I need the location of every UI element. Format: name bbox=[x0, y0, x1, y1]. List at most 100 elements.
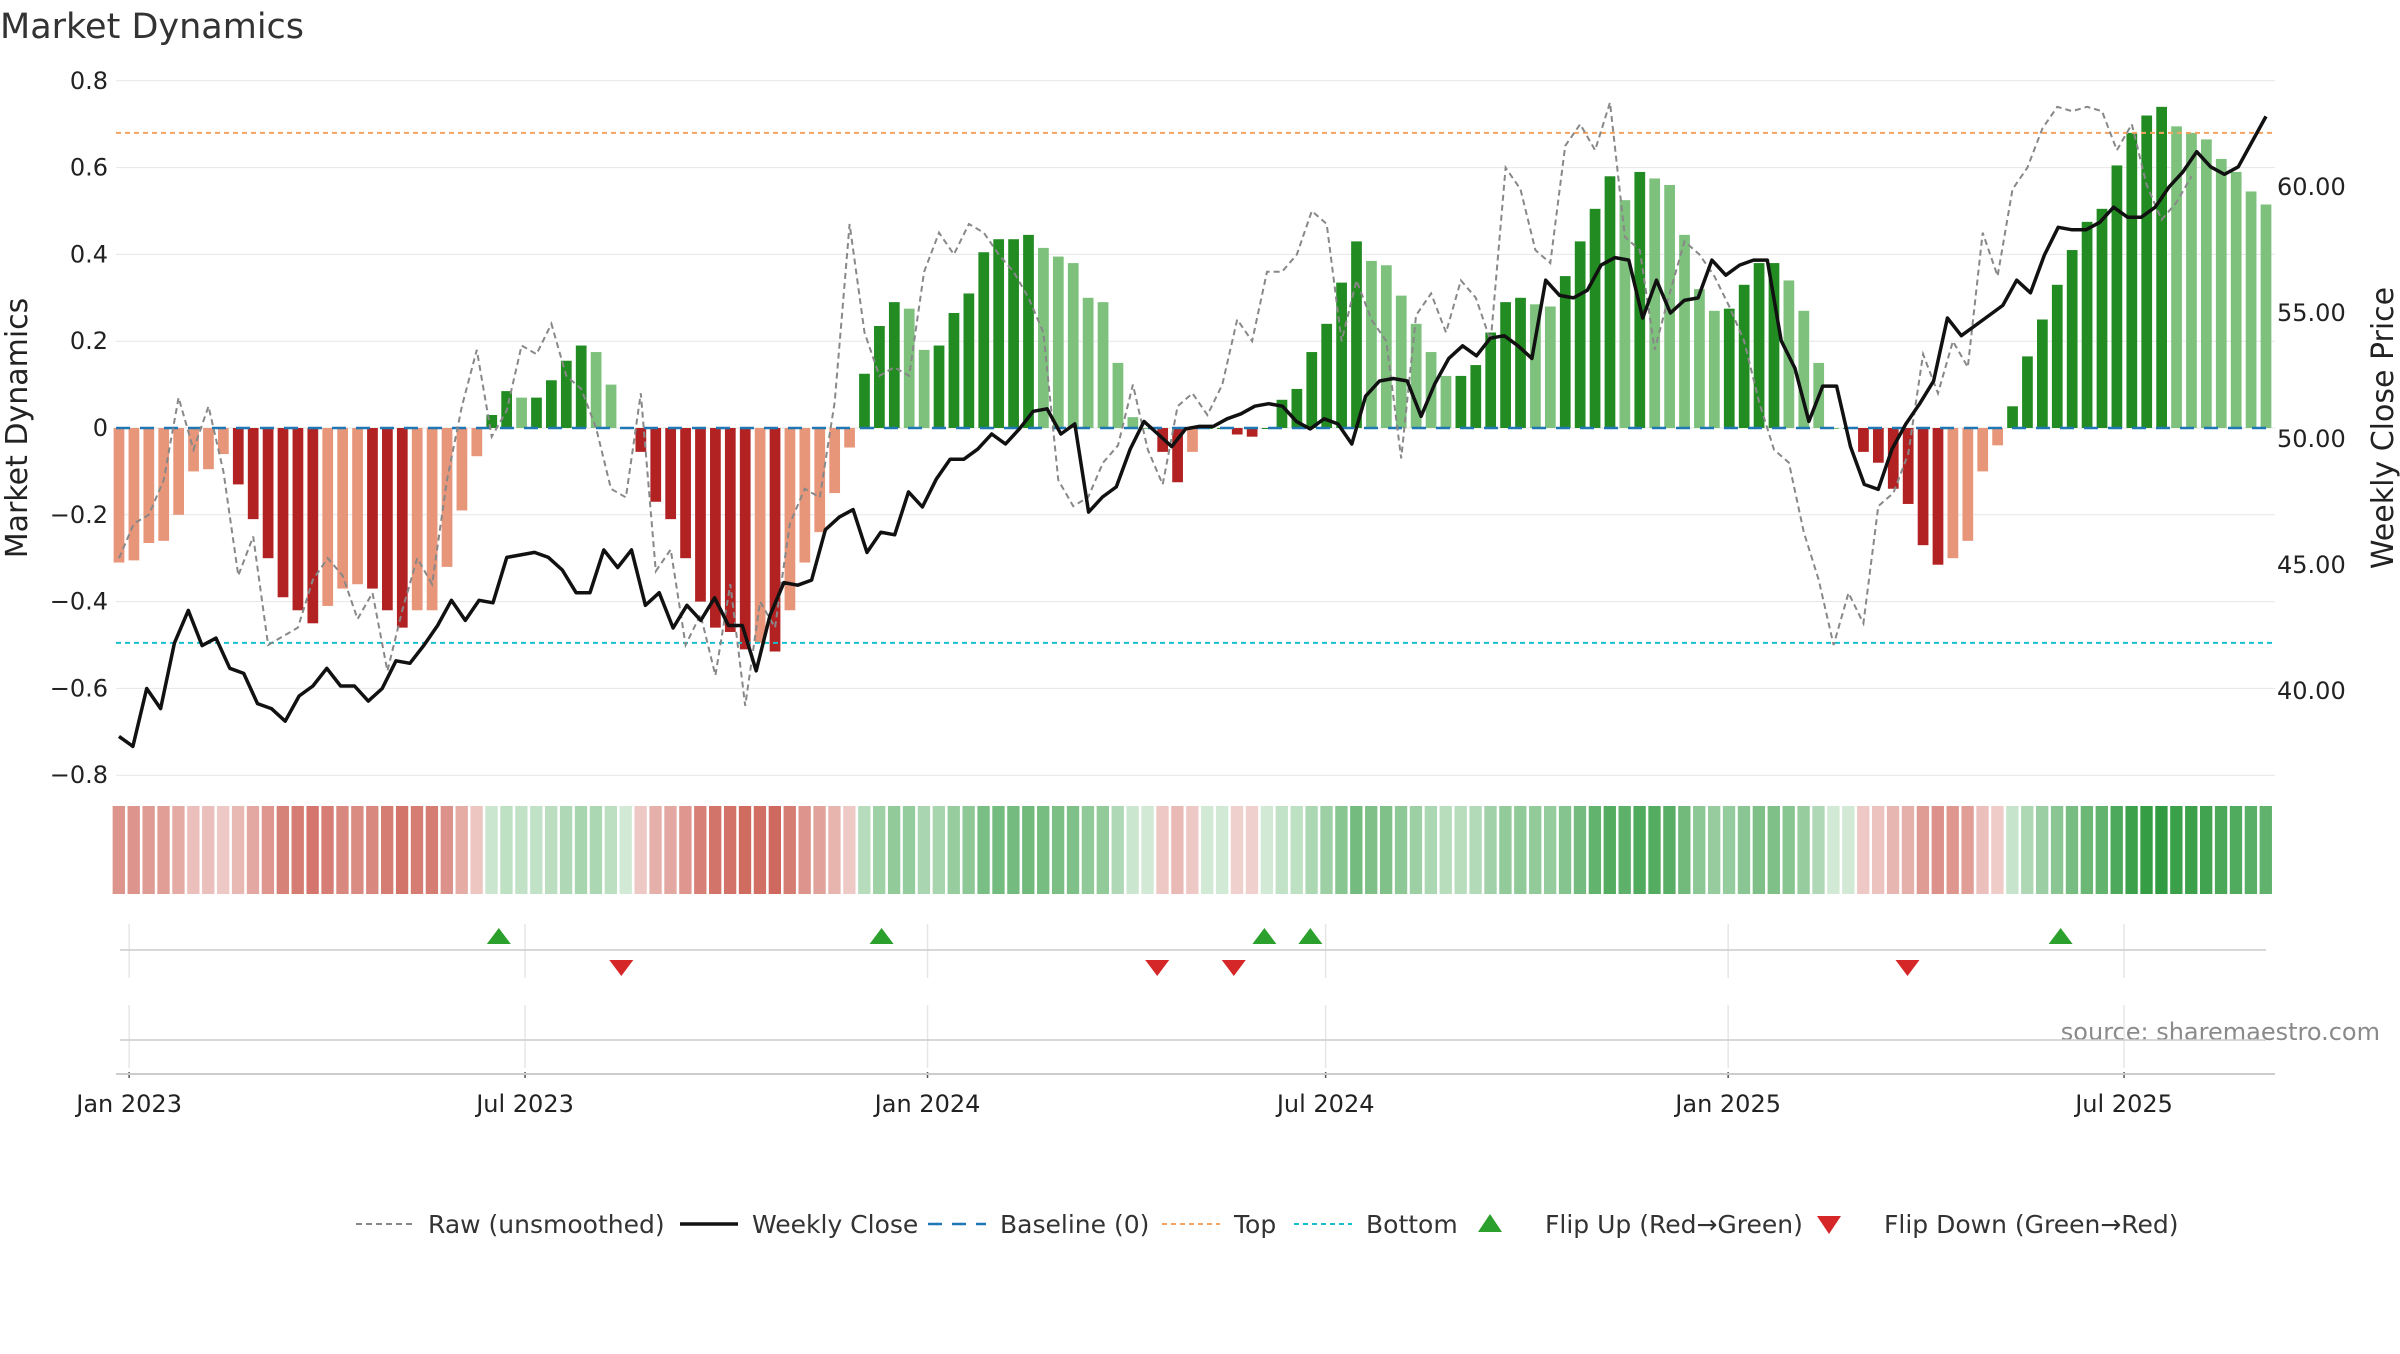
dynamics-bar bbox=[173, 428, 185, 515]
weekly-close-line bbox=[117, 115, 2268, 749]
dynamics-bar bbox=[710, 428, 721, 628]
strip-cell bbox=[902, 806, 916, 894]
dynamics-bar bbox=[1023, 234, 1034, 428]
legend-label: Raw (unsmoothed) bbox=[428, 1210, 665, 1239]
strip-cell bbox=[1365, 806, 1378, 894]
y-tick-left-label: −0.4 bbox=[50, 588, 108, 616]
dynamics-bar bbox=[1872, 428, 1884, 463]
dynamics-bar bbox=[1052, 256, 1064, 428]
dynamics-bar bbox=[1097, 302, 1109, 428]
dynamics-bar bbox=[1112, 362, 1124, 428]
strip-cell bbox=[574, 806, 588, 894]
strip-cell bbox=[1379, 806, 1393, 894]
legend: Raw (unsmoothed) Weekly Close Baseline (0)… bbox=[356, 1210, 2179, 1239]
dynamics-bar bbox=[963, 293, 975, 428]
strip-cell bbox=[2170, 806, 2183, 894]
strip-cell bbox=[1722, 806, 1736, 894]
strip-cell bbox=[470, 806, 483, 894]
strip-cell bbox=[321, 806, 334, 894]
y-tick-left-label: −0.6 bbox=[50, 674, 108, 702]
dynamics-bar bbox=[337, 428, 349, 589]
dynamics-bar bbox=[2260, 204, 2272, 428]
strip-cell bbox=[2035, 806, 2049, 894]
dynamics-bar bbox=[1604, 176, 1616, 428]
dynamics-bar bbox=[665, 428, 677, 520]
strip-cell bbox=[2185, 806, 2198, 894]
dynamics-bar bbox=[1336, 282, 1347, 428]
dynamics-bar bbox=[113, 428, 125, 563]
strip-cell bbox=[783, 806, 796, 894]
dynamics-bar bbox=[2230, 171, 2242, 428]
bottom-panel: Jan 2023 Jul 2023 Jan 2024 Jul 2024 Jan 2025… bbox=[74, 1005, 2275, 1118]
strip-cell bbox=[977, 806, 990, 894]
legend-label: Flip Down (Green→Red) bbox=[1884, 1210, 2179, 1239]
strip-cell bbox=[1573, 806, 1587, 894]
strip-cell bbox=[2110, 806, 2123, 894]
strip-cell bbox=[2214, 806, 2228, 894]
strip-cell bbox=[142, 806, 155, 894]
dynamics-bar bbox=[277, 428, 289, 598]
flip-up-marker bbox=[486, 928, 511, 944]
dynamics-bar bbox=[426, 428, 438, 611]
dynamics-bar bbox=[2126, 132, 2138, 428]
strip-cell bbox=[455, 806, 468, 894]
strip-cell bbox=[1215, 806, 1229, 894]
dynamics-bar bbox=[382, 428, 393, 611]
strip-cell bbox=[1857, 806, 1870, 894]
strip-cell bbox=[1991, 806, 2004, 894]
dynamics-bar bbox=[2245, 191, 2257, 428]
strip-cell bbox=[1514, 806, 1527, 894]
dynamics-bar bbox=[1858, 428, 1869, 452]
dynamics-bar bbox=[471, 428, 483, 457]
dynamics-bar bbox=[247, 428, 259, 520]
dynamics-bar bbox=[859, 373, 870, 428]
strip-cell bbox=[768, 806, 781, 894]
dynamics-bar bbox=[2007, 406, 2018, 428]
strip-cell bbox=[545, 806, 558, 894]
dynamics-bar bbox=[158, 428, 170, 541]
dynamics-bar bbox=[2111, 165, 2123, 428]
strip-cell bbox=[1409, 806, 1423, 894]
y-axis-right-label: Weekly Close Price bbox=[2366, 287, 2400, 569]
x-tick-label: Jan 2025 bbox=[1673, 1090, 1781, 1118]
legend-flip-up-swatch bbox=[1478, 1214, 1502, 1232]
strip-cell bbox=[2065, 806, 2079, 894]
flip-up-marker bbox=[869, 928, 894, 944]
dynamics-bar bbox=[769, 428, 781, 652]
dynamics-bar bbox=[1902, 428, 1914, 504]
legend-label: Bottom bbox=[1366, 1210, 1458, 1239]
strip-cell bbox=[1484, 806, 1497, 894]
strip-cell bbox=[1096, 806, 1110, 894]
dynamics-bar bbox=[1142, 428, 1154, 429]
strip-cell bbox=[1633, 806, 1646, 894]
flip-down-marker bbox=[609, 960, 634, 976]
strip-cell bbox=[1901, 806, 1915, 894]
raw-series bbox=[118, 102, 2193, 706]
strip-cell bbox=[366, 806, 379, 894]
strip-cell bbox=[112, 806, 125, 894]
strip-cell bbox=[1529, 806, 1542, 894]
dynamics-bar bbox=[2096, 208, 2108, 428]
dynamics-bar bbox=[1649, 178, 1661, 428]
dynamics-bar bbox=[814, 428, 826, 533]
y-tick-right-label: 40.00 bbox=[2277, 677, 2346, 705]
dynamics-bar bbox=[590, 352, 602, 428]
dynamics-bar bbox=[680, 428, 691, 559]
dynamics-bar bbox=[486, 414, 498, 428]
dynamics-bar bbox=[2066, 250, 2078, 428]
dynamics-bar bbox=[1008, 239, 1019, 428]
dynamics-bar bbox=[1082, 297, 1094, 428]
reference-lines bbox=[116, 131, 2275, 644]
dynamics-bar bbox=[1679, 234, 1690, 428]
legend-flip-down-swatch bbox=[1817, 1216, 1841, 1234]
dynamics-bar bbox=[1798, 310, 1810, 428]
dynamics-bar bbox=[2200, 139, 2212, 428]
dynamics-bar bbox=[2186, 132, 2197, 428]
strip-cell bbox=[1305, 806, 1318, 894]
dynamics-bar bbox=[1172, 428, 1183, 483]
strip-cell bbox=[2140, 806, 2153, 894]
dynamics-bar bbox=[978, 252, 990, 428]
dynamics-bar bbox=[203, 428, 214, 470]
strip-cell bbox=[1678, 806, 1691, 894]
strip-cell bbox=[1543, 806, 1557, 894]
